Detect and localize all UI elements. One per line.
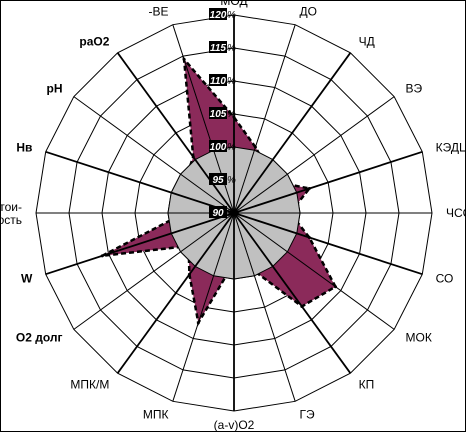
svg-text:115: 115	[210, 43, 226, 54]
tick-label-120: 120%	[209, 8, 236, 21]
spoke-14	[45, 212, 235, 276]
category-label-18: paO2	[79, 34, 109, 48]
svg-text:120: 120	[210, 10, 227, 21]
spoke-3	[233, 96, 395, 214]
tick-label-100: 100%	[209, 140, 236, 153]
category-label-4: КЭДЦ	[436, 140, 466, 154]
tick-label-110: 110%	[209, 74, 236, 87]
category-label-17: pH	[46, 81, 62, 95]
spoke-7	[233, 212, 395, 330]
spoke-16	[45, 150, 235, 214]
category-label-7: МОК	[406, 331, 432, 345]
svg-text:90: 90	[212, 208, 224, 219]
spoke-17	[73, 96, 235, 214]
spoke-9	[233, 212, 296, 402]
spoke-18	[116, 52, 235, 214]
spoke-11	[172, 212, 235, 402]
tick-label-90: 90%	[209, 206, 236, 219]
spoke-2	[233, 52, 352, 214]
tick-labels: 90 %95 %100 %105 %110 %115 %120%	[209, 8, 236, 219]
category-label-14: W	[21, 272, 33, 286]
spoke-1	[233, 24, 296, 214]
tick-percent: %	[227, 109, 236, 120]
spoke-8	[233, 212, 352, 374]
tick-label-95: 95%	[209, 173, 236, 186]
category-label-6: СО	[436, 272, 454, 286]
category-label-9: ГЭ	[300, 408, 315, 422]
category-label-13: O2 долг	[16, 331, 63, 345]
tick-percent: %	[227, 76, 236, 87]
tick-label-115: 115%	[209, 41, 236, 54]
spoke-13	[73, 212, 235, 330]
category-label-8: КП	[359, 378, 375, 392]
tick-label-105: 105%	[209, 107, 236, 120]
tick-percent: %	[227, 10, 236, 21]
category-label-2: ЧД	[359, 34, 375, 48]
category-label-15: O2 стои-мость	[1, 200, 22, 227]
category-label-3: ВЭ	[406, 81, 423, 95]
category-label-19: -ВЕ	[148, 4, 168, 18]
category-label-0: МОД	[220, 1, 247, 8]
tick-percent: %	[227, 208, 236, 219]
svg-text:105: 105	[210, 109, 227, 120]
tick-percent: %	[227, 43, 236, 54]
category-label-12: МПК/М	[70, 378, 109, 392]
spoke-12	[116, 212, 235, 374]
svg-text:110: 110	[210, 76, 226, 87]
tick-percent: %	[227, 142, 236, 153]
category-label-11: МПК	[143, 408, 169, 422]
tick-percent: %	[227, 175, 236, 186]
spoke-layer	[36, 15, 432, 411]
spoke-6	[233, 212, 423, 276]
category-label-5: ЧСС	[446, 206, 466, 220]
category-label-16: Нв	[16, 140, 32, 154]
category-label-10: (a-v)O2	[214, 418, 255, 432]
svg-text:100: 100	[210, 142, 227, 153]
svg-text:95: 95	[212, 175, 224, 186]
category-label-1: ДО	[300, 4, 317, 18]
spoke-4	[233, 150, 423, 214]
